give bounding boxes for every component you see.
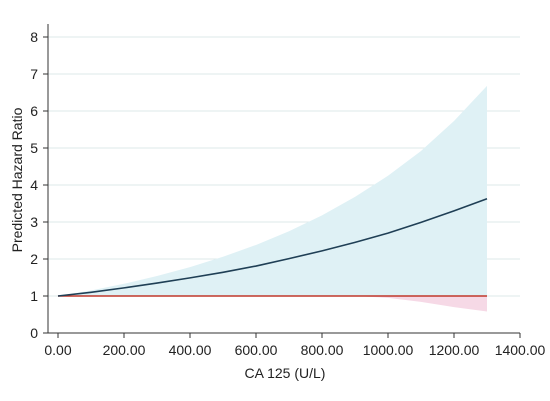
y-axis-title: Predicted Hazard Ratio — [9, 107, 25, 252]
x-tick-label: 1200.00 — [429, 342, 480, 358]
y-tick-label: 4 — [30, 177, 38, 193]
y-tick-label: 2 — [30, 251, 38, 267]
chart-lines — [57, 197, 488, 297]
tick-labels: 0 1 2 3 4 5 6 7 8 0.00 200.00 400.00 600.00 800.00 100… — [30, 29, 545, 358]
y-tick-label: 7 — [30, 66, 38, 82]
x-tick-label: 0.00 — [44, 342, 71, 358]
y-tick-label: 6 — [30, 103, 38, 119]
x-tick-label: 1000.00 — [363, 342, 414, 358]
ci-band-lower — [58, 296, 487, 312]
hazard-ratio-line — [57, 197, 488, 297]
x-tick-label: 1400.00 — [495, 342, 546, 358]
x-tick-label: 800.00 — [301, 342, 344, 358]
x-axis-title: CA 125 (U/L) — [245, 365, 326, 381]
ci-band-upper — [58, 85, 487, 296]
axes — [43, 24, 521, 338]
y-tick-label: 3 — [30, 214, 38, 230]
x-tick-label: 400.00 — [169, 342, 212, 358]
grid-lines — [48, 36, 520, 297]
y-tick-label: 1 — [30, 288, 38, 304]
x-tick-label: 600.00 — [235, 342, 278, 358]
y-tick-label: 8 — [30, 29, 38, 45]
y-tick-label: 5 — [30, 140, 38, 156]
x-tick-label: 200.00 — [103, 342, 146, 358]
y-tick-label: 0 — [30, 325, 38, 341]
confidence-bands — [58, 85, 487, 312]
